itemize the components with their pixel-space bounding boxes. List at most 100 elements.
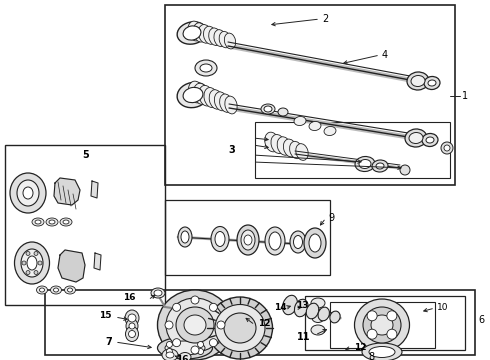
Ellipse shape [209, 28, 221, 45]
Ellipse shape [35, 220, 41, 224]
Circle shape [167, 342, 172, 347]
Ellipse shape [426, 137, 434, 143]
Ellipse shape [129, 323, 135, 329]
Ellipse shape [363, 307, 401, 343]
Ellipse shape [184, 315, 206, 335]
Ellipse shape [428, 80, 436, 86]
Ellipse shape [50, 286, 62, 294]
Ellipse shape [188, 21, 202, 41]
Ellipse shape [215, 231, 225, 247]
Ellipse shape [128, 314, 136, 322]
Ellipse shape [244, 235, 252, 245]
Text: 16: 16 [176, 355, 189, 360]
Ellipse shape [204, 87, 218, 108]
Text: 12: 12 [258, 319, 270, 328]
Circle shape [26, 270, 30, 275]
Ellipse shape [306, 303, 319, 319]
Ellipse shape [265, 227, 285, 255]
Ellipse shape [224, 313, 256, 343]
Ellipse shape [46, 218, 58, 226]
Ellipse shape [36, 286, 48, 294]
Text: 13: 13 [296, 302, 309, 310]
Ellipse shape [324, 126, 336, 135]
Ellipse shape [176, 307, 214, 343]
Ellipse shape [183, 87, 203, 103]
Ellipse shape [27, 256, 37, 270]
Ellipse shape [68, 288, 73, 292]
Text: 11: 11 [296, 332, 310, 342]
Ellipse shape [309, 121, 321, 131]
Circle shape [387, 329, 397, 339]
Circle shape [191, 346, 199, 354]
Ellipse shape [376, 163, 384, 169]
Text: 3: 3 [228, 145, 235, 155]
Ellipse shape [17, 180, 39, 206]
Circle shape [172, 339, 181, 347]
Circle shape [400, 165, 410, 175]
Ellipse shape [355, 157, 375, 171]
Circle shape [444, 145, 450, 151]
Ellipse shape [312, 314, 324, 323]
Circle shape [209, 339, 218, 347]
Ellipse shape [283, 295, 297, 315]
Ellipse shape [219, 31, 231, 48]
Circle shape [167, 348, 172, 355]
Ellipse shape [277, 137, 291, 155]
Ellipse shape [128, 330, 136, 338]
Ellipse shape [283, 139, 296, 157]
Bar [165, 200, 330, 275]
Ellipse shape [354, 299, 410, 351]
Ellipse shape [154, 290, 162, 296]
Text: 14: 14 [274, 303, 287, 312]
Ellipse shape [269, 232, 281, 250]
Ellipse shape [411, 76, 425, 86]
Ellipse shape [177, 82, 209, 108]
Ellipse shape [241, 230, 255, 250]
Ellipse shape [214, 30, 226, 46]
Polygon shape [91, 181, 98, 198]
Circle shape [367, 311, 377, 321]
Ellipse shape [125, 310, 139, 326]
Ellipse shape [198, 24, 212, 43]
Ellipse shape [372, 160, 388, 172]
Circle shape [197, 348, 203, 355]
Ellipse shape [362, 343, 402, 360]
Ellipse shape [318, 307, 329, 321]
Ellipse shape [311, 298, 325, 308]
Polygon shape [94, 253, 101, 270]
Ellipse shape [60, 218, 72, 226]
Ellipse shape [215, 305, 265, 351]
Ellipse shape [265, 132, 279, 152]
Ellipse shape [65, 286, 75, 294]
Ellipse shape [407, 72, 429, 90]
Ellipse shape [40, 288, 45, 292]
Ellipse shape [53, 288, 58, 292]
Text: 9: 9 [328, 213, 334, 223]
Polygon shape [58, 250, 85, 282]
Text: 15: 15 [99, 310, 112, 320]
Circle shape [367, 329, 377, 339]
Circle shape [34, 270, 38, 275]
Ellipse shape [199, 85, 213, 106]
Ellipse shape [32, 218, 44, 226]
Circle shape [34, 252, 38, 256]
Ellipse shape [151, 288, 165, 298]
Ellipse shape [21, 249, 43, 277]
Ellipse shape [290, 141, 302, 159]
Ellipse shape [296, 144, 308, 160]
Circle shape [38, 261, 42, 265]
Circle shape [387, 311, 397, 321]
Ellipse shape [125, 327, 139, 342]
Ellipse shape [23, 187, 33, 199]
Ellipse shape [294, 299, 308, 317]
Ellipse shape [294, 117, 306, 126]
Ellipse shape [126, 319, 138, 333]
Ellipse shape [203, 26, 217, 44]
Ellipse shape [215, 92, 227, 111]
Ellipse shape [157, 337, 213, 359]
Ellipse shape [178, 227, 192, 247]
Ellipse shape [179, 352, 191, 360]
Ellipse shape [294, 235, 302, 248]
Text: 4: 4 [382, 50, 388, 60]
Ellipse shape [278, 108, 288, 116]
